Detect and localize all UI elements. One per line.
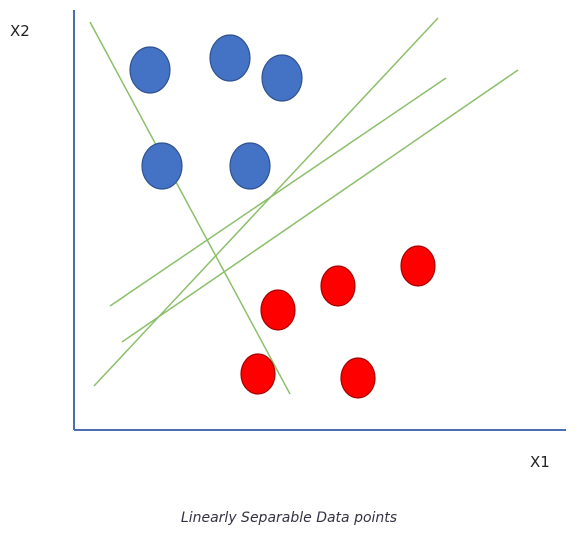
data-points (130, 35, 435, 398)
red-data-point-3 (401, 246, 435, 286)
figure-caption: Linearly Separable Data points (0, 510, 578, 526)
separating-line-3 (110, 78, 446, 306)
separating-line-4 (122, 70, 518, 342)
y-axis-label: X2 (10, 22, 30, 40)
x-axis-label: X1 (530, 453, 550, 471)
red-data-point-5 (341, 358, 375, 398)
blue-data-point-4 (142, 143, 182, 189)
blue-data-point-2 (210, 35, 250, 81)
red-data-point-1 (261, 290, 295, 330)
blue-data-point-1 (130, 47, 170, 93)
red-data-point-2 (321, 266, 355, 306)
red-data-point-4 (241, 354, 275, 394)
blue-data-point-5 (230, 143, 270, 189)
blue-data-point-3 (262, 55, 302, 101)
